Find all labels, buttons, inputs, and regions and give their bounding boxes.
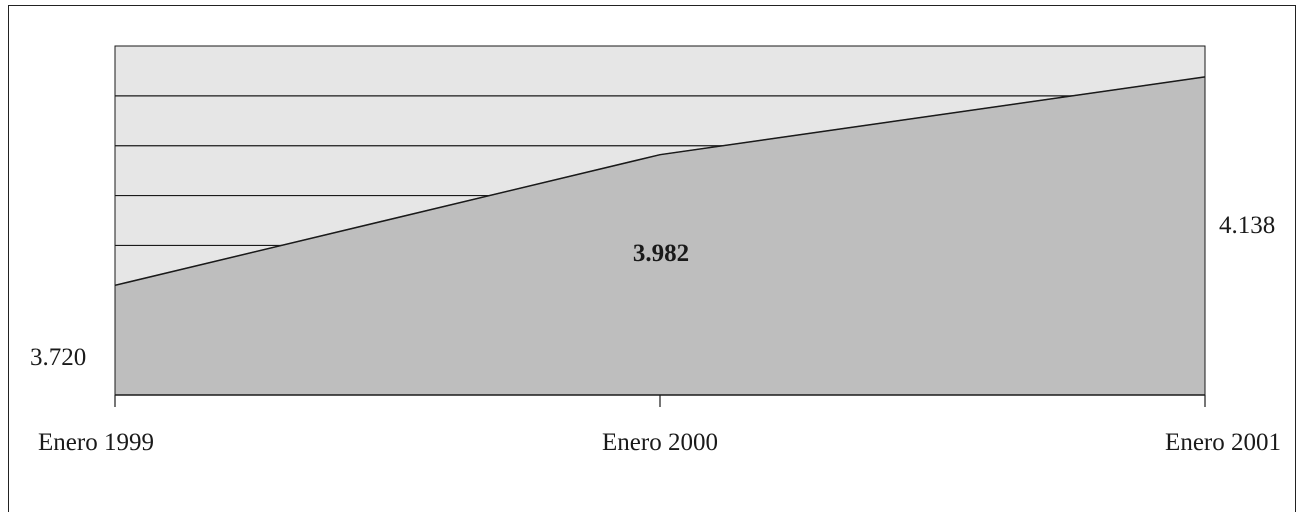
- x-tick-label: Enero 2001: [1165, 429, 1281, 456]
- series-line: [114, 76, 1206, 287]
- x-axis-labels: Enero 1999 Enero 2000 Enero 2001: [38, 429, 1281, 456]
- data-label: 3.982: [633, 240, 689, 267]
- data-labels: 3.720 3.982 4.138: [30, 212, 1275, 371]
- x-axis-ticks: [114, 395, 1206, 407]
- x-tick-label: Enero 1999: [38, 429, 154, 456]
- chart-frame: [8, 5, 1296, 512]
- data-label: 4.138: [1219, 212, 1275, 239]
- x-tick-label: Enero 2000: [602, 429, 718, 456]
- data-label: 3.720: [30, 344, 86, 371]
